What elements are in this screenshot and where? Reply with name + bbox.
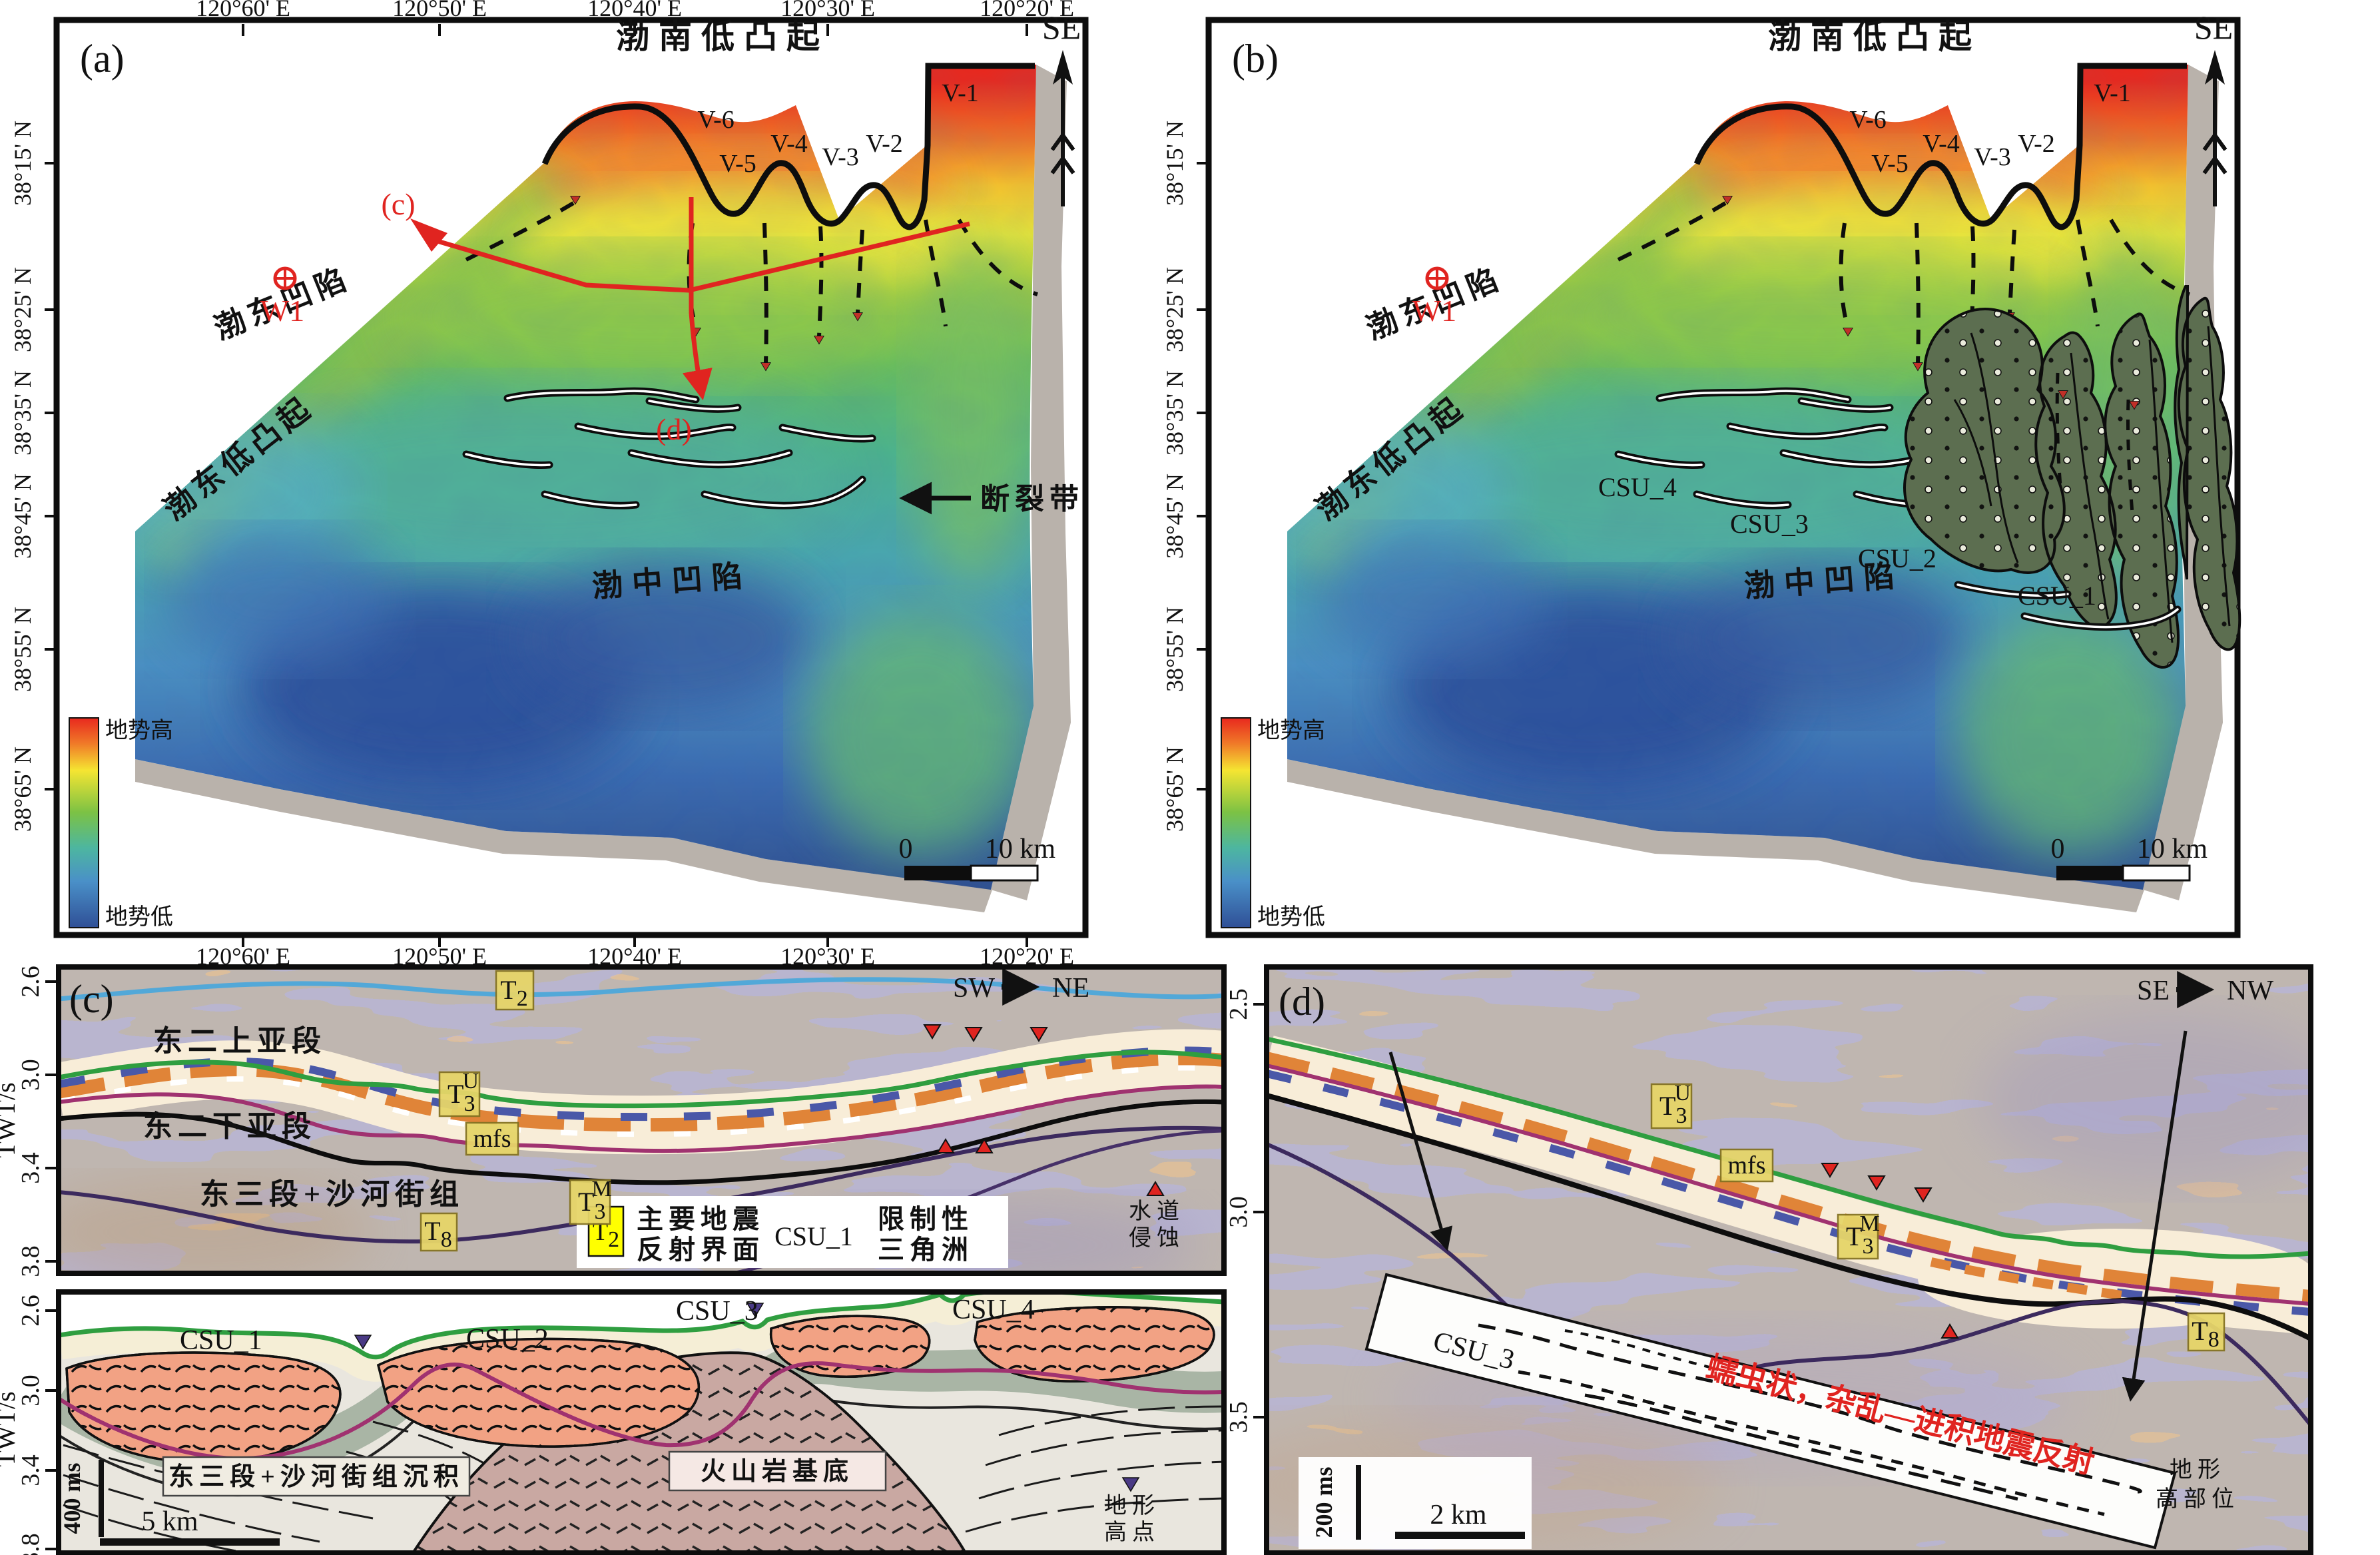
hscale-label: 5 km [141,1506,198,1537]
panel-c-interpretation: CSU_1 CSU_2 CSU_3 CSU_4 东三段+沙河街组沉积 火山岩基底… [0,1289,1227,1555]
hscale-label-d: 2 km [1430,1500,1487,1530]
csu3-label: CSU_3 [1730,509,1809,539]
horizon-label-t3m: T3M [569,1177,612,1225]
topo-high-area-label1: 地形 [2170,1457,2226,1482]
panel-b-tag: (b) [1232,37,1279,81]
panel-d-yaxis: 2.5 3.0 3.5 [1225,988,1267,1433]
horizon-label-t2: T2 [495,970,535,1011]
dir-to-label-d: NW [2227,976,2273,1006]
svg-text:东三段+沙河街组沉积: 东三段+沙河街组沉积 [168,1463,464,1491]
unit-upper-label: 东二上亚段 [153,1025,326,1058]
dir-to-label: NE [1052,973,1089,1004]
deposit-label-box: 东三段+沙河街组沉积 [162,1456,471,1497]
panel-c-tag: (c) [69,977,114,1021]
vscale-label-d: 200 ms [1311,1467,1337,1538]
svg-text:mfs: mfs [1728,1151,1766,1179]
panel-c-seismic: 水道 侵蚀 T2 主要地震 反射界面 CSU_1 限制性 三角洲 东二上亚段 东… [0,964,1227,1277]
panel-a: 120°60' E 120°50' E 120°40' E 120°30' E … [9,0,1085,970]
svg-text:mfs: mfs [473,1125,511,1153]
mfs-horizon-line [59,1361,1224,1461]
panel-c2-yaxis: TWT/s 2.6 3.0 3.4 3.8 [0,1295,59,1555]
channel-worms-b [1954,581,2182,631]
ytick: 3.8 [17,1245,45,1277]
svg-text:T3U: T3U [1659,1081,1691,1128]
ytick: 3.4 [17,1454,45,1486]
legend-box: T2 主要地震 反射界面 CSU_1 限制性 三角洲 [577,1196,1008,1268]
csu1-label: CSU_1 [2018,581,2096,611]
ylabel: TWT/s [0,1391,21,1466]
interp-csu4-label: CSU_4 [952,1295,1035,1325]
horizon-label-mfs-d: mfs [1719,1148,1774,1183]
horizon-label-t8-d: T8 [2187,1312,2226,1352]
horizon-label-t3u-d: T3U [1650,1081,1693,1129]
erosion-label-line1: 水道 [1129,1199,1185,1224]
ytick: 3.0 [17,1375,45,1406]
panel-b: CSU_4 CSU_3 CSU_2 CSU_1 (b) [1161,9,2239,935]
dir-from-label-d: SE [2137,976,2170,1006]
topo-high-label1: 地形 [1104,1493,1160,1518]
volcanic-label-box: 火山岩基底 [668,1450,887,1492]
scalebox-d: 200 ms 2 km [1299,1457,1532,1549]
svg-text:T2: T2 [500,975,527,1011]
interp-csu1-label: CSU_1 [180,1325,262,1356]
csu2-label: CSU_2 [1858,543,1936,573]
panel-d: CSU_3 蠕虫状，杂乱—进积地震反射 T3U mfs T3M T8 [1225,964,2313,1555]
panel-c-yaxis: TWT/s 2.6 3.0 3.4 3.8 [0,966,59,1277]
legend-desc2: 反射界面 [637,1235,764,1265]
svg-text:火山岩基底: 火山岩基底 [701,1458,854,1486]
section-c-label: (c) [381,187,415,221]
panel-d-frame [1264,964,2313,1555]
svg-text:T3M: T3M [578,1177,612,1224]
bright-band [59,1029,1224,1155]
panel-c2-frame [56,1289,1227,1555]
horizon-label-t8: T8 [420,1212,458,1252]
ytick: 3.8 [17,1533,45,1555]
vscale-label: 400 ms [59,1463,85,1534]
svg-text:T3U: T3U [447,1069,479,1116]
panel-a-tag: (a) [80,37,125,81]
svg-text:T8: T8 [424,1216,451,1252]
interp-csu2-label: CSU_2 [466,1324,549,1355]
ylabel: TWT/s [0,1082,21,1157]
unit-deep-label: 东三段+沙河街组 [200,1178,464,1211]
erosion-label-line2: 侵蚀 [1129,1225,1185,1251]
legend-delta1: 限制性 [878,1204,974,1234]
panel-c-frame [56,964,1227,1276]
ytick: 2.5 [1225,988,1253,1020]
legend-t2: T2 [593,1218,619,1252]
unit-lower-label: 东二下亚段 [143,1110,316,1143]
ytick: 2.6 [17,1295,45,1327]
legend-desc1: 主要地震 [637,1204,764,1234]
legend-delta2: 三角洲 [878,1235,974,1265]
svg-text:T3M: T3M [1846,1211,1880,1259]
pointer-arrows-d [1388,1030,2188,1402]
topo-high-area-label2: 高部位 [2156,1486,2239,1512]
svg-text:T8: T8 [2192,1316,2219,1352]
ytick: 3.0 [17,1059,45,1091]
horizon-label-t3u: T3U [438,1069,481,1117]
interp-scalebars: 400 ms 5 km [59,1460,280,1546]
ytick: 3.4 [17,1152,45,1184]
dir-from-label: SW [953,973,995,1004]
topo-high-label2: 高点 [1104,1520,1160,1545]
section-d-label: (d) [656,412,692,446]
csu4-label: CSU_4 [1598,472,1677,502]
ytick: 2.6 [17,966,45,998]
fault-zone-label: 断裂带 [980,483,1084,515]
ytick: 3.0 [1225,1196,1253,1228]
interp-csu3-label: CSU_3 [676,1296,758,1327]
ytick: 3.5 [1225,1401,1253,1433]
horizon-label-t3m-d: T3M [1837,1211,1880,1260]
horizon-label-mfs: mfs [465,1121,519,1156]
section-lines [410,197,970,400]
panel-d-tag: (d) [1279,980,1325,1024]
legend-csu1: CSU_1 [774,1221,853,1251]
